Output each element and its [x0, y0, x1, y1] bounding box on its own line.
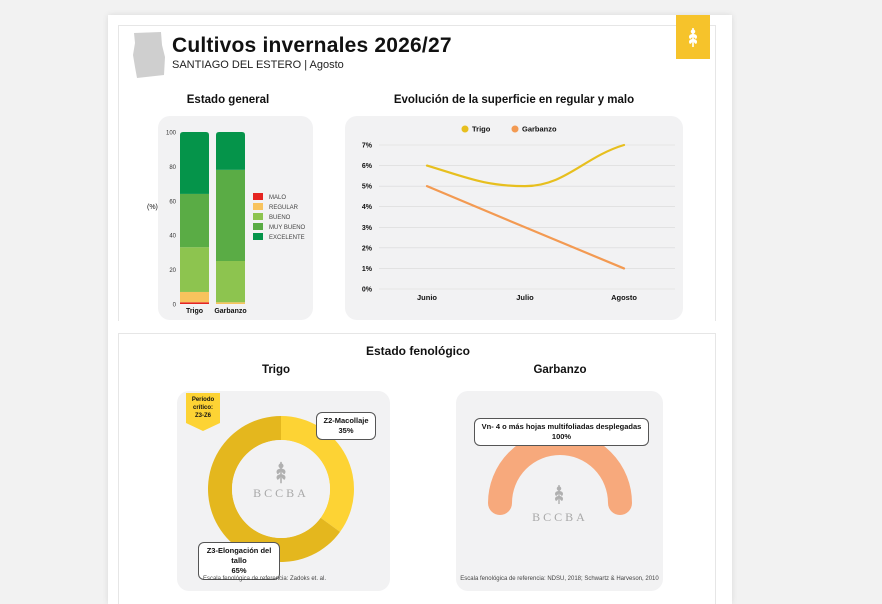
critical-period-flag: [186, 393, 220, 431]
stage-name: Vn- 4 o más hojas multifoliadas desplega…: [481, 422, 642, 431]
bar-segment: [216, 302, 245, 304]
legend-label: MUY BUENO: [269, 225, 306, 231]
series-line: [425, 143, 626, 188]
flag-line: crítico:: [192, 405, 213, 411]
callout-z3: Z3-Elongación del tallo 65%: [198, 542, 280, 580]
bar-segment: [216, 261, 245, 303]
x-tick-label: Junio: [417, 293, 437, 302]
legend-label: EXCELENTE: [269, 235, 305, 241]
stage-name: Z3-Elongación del tallo: [206, 546, 272, 565]
estado-general-chart: (%) 0 20 40 60 80 100 Trigo Garbanzo MALO REGULAR…: [147, 131, 306, 316]
legend-label: Trigo: [472, 125, 491, 134]
legend-label: BUENO: [269, 215, 291, 221]
y-tick-label: 6%: [362, 163, 373, 170]
y-tick-label: 3%: [362, 225, 373, 232]
page-title: Cultivos invernales 2026/27: [172, 34, 452, 57]
bar-segment: [180, 132, 209, 194]
bar-segment: [180, 247, 209, 292]
y-axis-label: (%): [147, 204, 158, 211]
legend-swatch: [253, 223, 263, 230]
legend-label: MALO: [269, 195, 286, 201]
legend-label: REGULAR: [269, 205, 299, 211]
estado-general-title: Estado general: [186, 94, 270, 106]
bar-segment: [180, 193, 209, 248]
y-tick-label: 0: [173, 303, 177, 309]
bar-segment: [216, 169, 245, 261]
province-map-icon: [133, 32, 165, 78]
bar-segment: [216, 132, 245, 170]
evolucion-chart: 0% 1% 2% 3% 4% 5% 6% 7% Junio Julio Agosto Trigo Gar…: [362, 125, 675, 302]
legend-marker: [511, 125, 519, 133]
bottom-section-frame: [118, 333, 716, 604]
legend-label: Garbanzo: [522, 125, 557, 134]
top-section-frame: [118, 25, 716, 321]
x-tick-label: Trigo: [186, 308, 203, 315]
legend-swatch: [253, 213, 263, 220]
donut-slice: [207, 416, 341, 562]
y-tick-label: 100: [166, 131, 177, 137]
bar-corner: [180, 132, 183, 135]
stage-pct: 35%: [338, 426, 354, 435]
x-tick-label: Agosto: [611, 293, 637, 302]
y-tick-label: 5%: [362, 184, 373, 191]
critical-period-label: Período crítico: Z3-Z6: [186, 396, 220, 420]
trigo-reference: Escala fenológica de referencia: Zadoks …: [202, 576, 327, 582]
watermark-garbanzo: BCCBA: [532, 510, 588, 524]
watermark-wheat-icon: [276, 461, 286, 484]
y-tick-label: 60: [169, 199, 176, 205]
bar-corner: [242, 132, 245, 135]
evolucion-title: Evolución de la superficie en regular y …: [393, 94, 635, 106]
watermark-trigo: BCCBA: [253, 486, 309, 500]
stage-pct: 100%: [551, 432, 572, 441]
trigo-donut-chart: [207, 416, 354, 562]
page-subtitle: SANTIAGO DEL ESTERO | Agosto: [172, 59, 344, 71]
y-tick-label: 40: [169, 234, 176, 240]
flag-line: Z3-Z6: [194, 413, 211, 419]
y-tick-label: 2%: [362, 245, 373, 252]
garbanzo-reference: Escala fenológica de referencia: NDSU, 2…: [460, 576, 659, 582]
brand-badge: [676, 15, 710, 59]
legend-swatch: [253, 233, 263, 240]
legend-swatch: [253, 203, 263, 210]
bar-corner: [206, 132, 209, 135]
y-tick-label: 80: [169, 165, 176, 171]
x-tick-label: Julio: [516, 293, 534, 302]
y-tick-label: 0%: [362, 287, 373, 294]
stage-pct: 65%: [231, 566, 247, 575]
y-tick-label: 4%: [362, 204, 373, 211]
y-tick-label: 7%: [362, 143, 373, 150]
bar-segment: [180, 291, 209, 303]
bar-corner: [216, 132, 219, 135]
stage-name: Z2-Macollaje: [323, 416, 369, 425]
donut-hole: [232, 440, 330, 538]
flag-line: Período: [191, 397, 215, 403]
callout-z2: Z2-Macollaje 35%: [316, 412, 376, 440]
garbanzo-title: Garbanzo: [533, 364, 587, 376]
trigo-title: Trigo: [261, 364, 291, 376]
callout-vn: Vn- 4 o más hojas multifoliadas desplega…: [474, 418, 649, 446]
y-tick-label: 20: [169, 268, 176, 274]
y-tick-label: 1%: [362, 266, 373, 273]
legend-swatch: [253, 193, 263, 200]
watermark-wheat-icon: [555, 485, 563, 504]
donut-slice: [281, 416, 354, 532]
fenologico-title: Estado fenológico: [365, 344, 470, 358]
wheat-icon: [689, 28, 697, 47]
x-tick-label: Garbanzo: [214, 308, 246, 315]
series-line: [425, 185, 626, 270]
bar-segment: [180, 302, 209, 304]
legend-marker: [461, 125, 469, 133]
evolucion-panel: [345, 116, 683, 320]
